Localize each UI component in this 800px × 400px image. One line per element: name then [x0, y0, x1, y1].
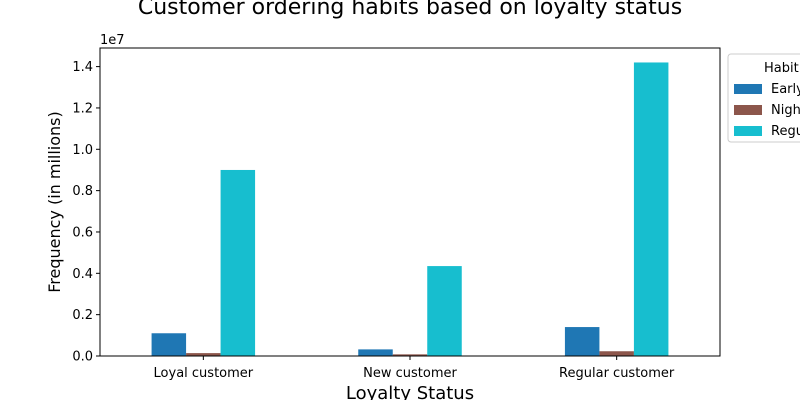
bar-3-1: [220, 169, 256, 356]
legend-label-2: Nigh: [771, 103, 800, 118]
y-tick-label: 0.8: [72, 184, 93, 199]
y-tick-label: 1.0: [72, 143, 93, 158]
x-tick-label: Loyal customer: [154, 366, 254, 381]
y-scale-label: 1e7: [100, 33, 125, 48]
bar-1-3: [564, 327, 600, 356]
bar-1-1: [151, 333, 187, 356]
y-tick-label: 1.4: [72, 60, 93, 75]
bars-group: [151, 62, 669, 356]
y-axis-label: Frequency (in millions): [45, 111, 64, 293]
legend-title: Habit: [764, 61, 799, 76]
x-tick-label: New customer: [363, 366, 457, 381]
bar-3-3: [633, 62, 669, 356]
chart-title: Customer ordering habits based on loyalt…: [138, 0, 682, 20]
legend: Habit Early Nigh Regu: [727, 53, 800, 143]
x-ticks-group: Loyal customer New customer Regular custom…: [154, 356, 675, 381]
y-tick-label: 0.0: [72, 350, 93, 365]
y-tick-label: 0.6: [72, 225, 93, 240]
plot-frame: [99, 47, 721, 357]
legend-swatch-3: [734, 126, 762, 136]
legend-label-3: Regu: [771, 124, 800, 139]
bar-3-2: [427, 266, 462, 356]
legend-swatch-1: [734, 84, 762, 94]
legend-label-1: Early: [771, 82, 800, 97]
bar-2-2: [392, 354, 428, 356]
x-tick-label: Regular customer: [559, 366, 675, 381]
bar-1-2: [358, 349, 393, 356]
y-tick-label: 1.2: [72, 101, 93, 116]
bar-2-1: [186, 353, 221, 356]
bar-2-3: [599, 351, 634, 356]
y-ticks-group: 0.0 0.2 0.4 0.6 0.8 1.0 1.2 1.4: [72, 60, 100, 365]
legend-box: [727, 53, 800, 143]
y-tick-label: 0.4: [72, 267, 93, 282]
legend-swatch-2: [734, 105, 762, 115]
y-tick-label: 0.2: [72, 308, 93, 323]
x-axis-label: Loyalty Status: [346, 383, 474, 400]
